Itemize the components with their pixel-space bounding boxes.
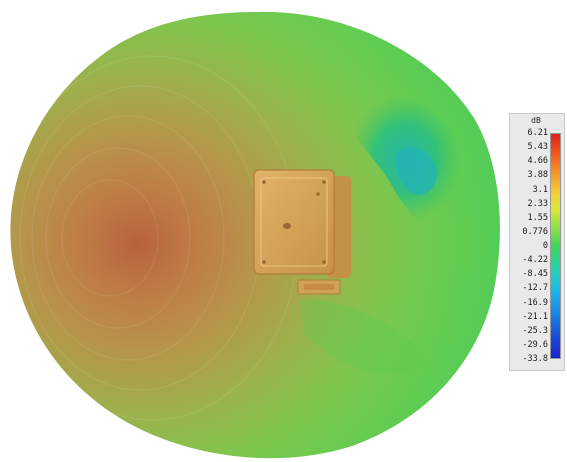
legend-tick-label: 5.43 [527, 142, 548, 153]
legend-tick-label: 3.88 [527, 170, 548, 181]
legend-tick-label: -29.6 [522, 339, 548, 350]
color-scale-legend: dB 6.21 5.43 4.66 3.88 3.1 2.33 1.55 0.776 0 -4.2… [509, 113, 565, 371]
legend-tick-label: 1.55 [527, 212, 548, 223]
legend-tick-label: 3.1 [532, 184, 548, 195]
legend-color-bar [550, 133, 561, 359]
legend-tick-label: 2.33 [527, 198, 548, 209]
legend-tick-label: -8.45 [522, 269, 548, 280]
legend-tick-label: -16.9 [522, 297, 548, 308]
legend-tick-label: 0.776 [522, 226, 548, 237]
pattern-null-core [396, 147, 437, 195]
device-enclosure [253, 169, 351, 295]
legend-tick-label: -33.8 [522, 354, 548, 364]
pattern-surface-fold [300, 299, 421, 375]
legend-tick-label: 6.21 [527, 128, 548, 138]
legend-tick-label: -4.22 [522, 255, 548, 266]
legend-tick-label: -25.3 [522, 325, 548, 336]
legend-tick-label: 4.66 [527, 156, 548, 167]
legend-unit-label: dB [531, 116, 541, 125]
legend-tick-label: -21.1 [522, 311, 548, 322]
legend-tick-label: -12.7 [522, 283, 548, 294]
legend-tick-label: 0 [542, 241, 548, 251]
legend-tick-labels: 6.21 5.43 4.66 3.88 3.1 2.33 1.55 0.776 0 -4.22 -8… [512, 128, 548, 364]
